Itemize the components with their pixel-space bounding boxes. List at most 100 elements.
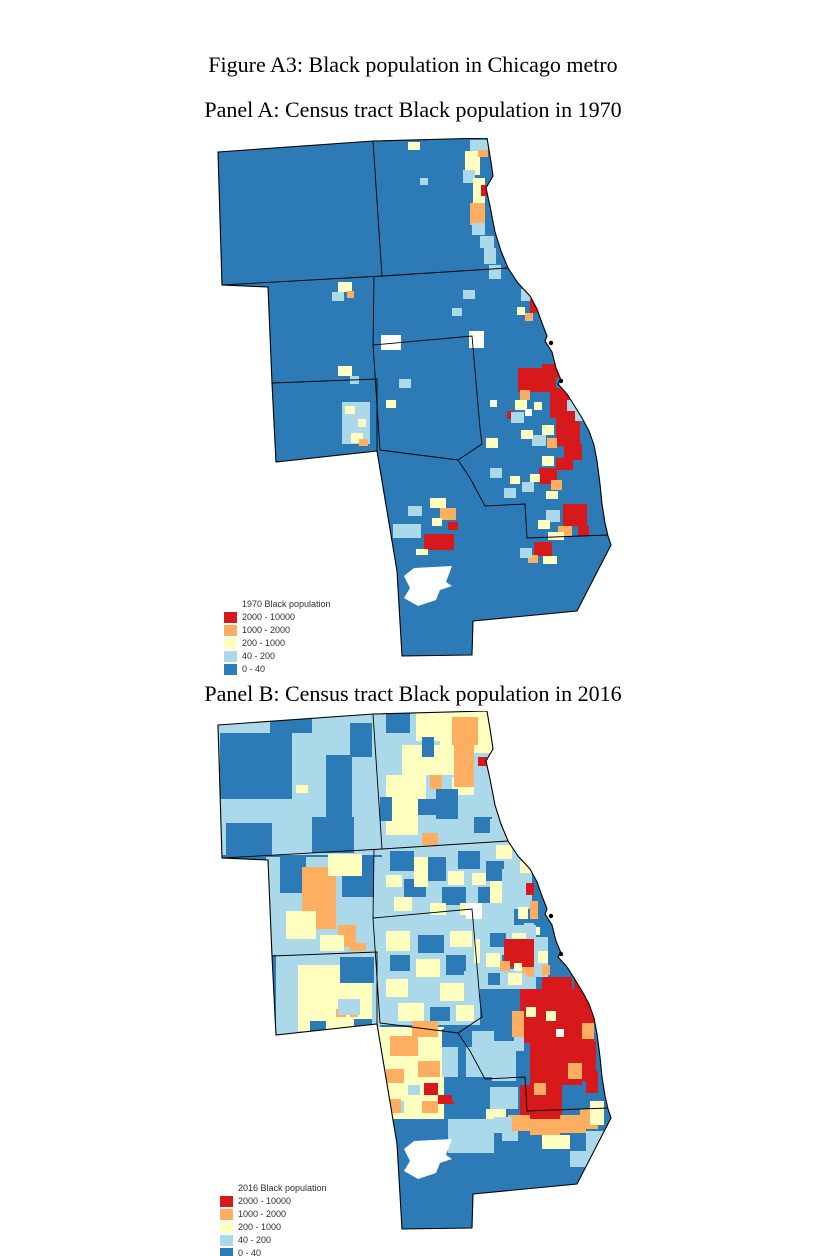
legend-color-swatch	[220, 1209, 233, 1220]
census-tract	[474, 817, 492, 833]
census-tract	[511, 412, 524, 423]
census-tract	[358, 419, 366, 427]
census-tract	[548, 532, 564, 540]
legend-row: 0 - 40	[224, 663, 331, 676]
census-tract	[408, 1085, 420, 1095]
legend-row: 200 - 1000	[224, 637, 331, 650]
census-tract	[512, 845, 532, 909]
legend-class-label: 200 - 1000	[242, 638, 286, 648]
census-tract	[526, 883, 534, 895]
census-tract	[345, 406, 355, 414]
census-tract	[530, 901, 538, 919]
census-tract	[538, 951, 548, 963]
census-tract	[488, 973, 500, 985]
census-tract	[338, 999, 360, 1015]
legend-class-label: 2000 - 10000	[238, 1196, 292, 1206]
census-tract	[416, 711, 446, 741]
census-tract	[520, 390, 530, 400]
legend-class-label: 1000 - 2000	[238, 1209, 287, 1219]
tract-layer-1970	[332, 140, 589, 606]
legend-color-swatch	[224, 638, 237, 649]
census-tract	[564, 368, 574, 376]
legend-color-swatch	[224, 651, 237, 662]
census-tract	[358, 901, 378, 927]
census-tract	[494, 1117, 512, 1133]
census-tract	[490, 881, 502, 903]
census-tract	[534, 542, 552, 556]
census-tract	[532, 435, 546, 446]
census-tract	[414, 983, 434, 999]
census-tract	[463, 290, 475, 299]
legend-row: 1000 - 2000	[220, 1208, 327, 1221]
census-tract	[450, 931, 472, 947]
legend-title: 1970 Black population	[242, 599, 331, 609]
census-tract	[351, 433, 363, 443]
legend-color-swatch	[220, 1196, 233, 1207]
census-tract	[414, 857, 428, 887]
census-tract	[474, 939, 484, 963]
census-tract	[515, 400, 527, 410]
census-tract	[278, 893, 298, 909]
census-tract	[280, 857, 306, 893]
census-tract	[517, 307, 525, 315]
census-tract	[520, 861, 532, 873]
census-tract	[490, 1087, 518, 1109]
census-tract	[454, 745, 474, 787]
census-tract	[386, 1069, 404, 1083]
tract-layer-2016	[218, 711, 606, 1179]
census-tract	[393, 524, 421, 538]
census-tract	[556, 418, 580, 446]
census-tract	[547, 438, 557, 448]
census-tract	[590, 1101, 604, 1125]
census-tract	[226, 823, 272, 855]
legend-color-swatch	[224, 664, 237, 675]
legend-row: 0 - 40	[220, 1247, 327, 1256]
census-tract	[558, 526, 572, 536]
census-tract	[521, 430, 533, 439]
census-tract	[358, 809, 380, 847]
census-tract	[486, 861, 504, 881]
census-tract	[381, 335, 401, 350]
figure-title: Figure A3: Black population in Chicago m…	[208, 52, 618, 77]
panel-b-map	[217, 711, 612, 1230]
census-tract	[563, 504, 587, 526]
census-tract	[452, 717, 478, 745]
census-tract	[350, 723, 372, 757]
census-tract	[438, 1095, 454, 1104]
census-tract	[286, 911, 316, 939]
census-tract	[542, 425, 554, 435]
census-tract	[514, 963, 522, 971]
census-tract	[338, 282, 352, 292]
panel-a-title: Panel A: Census tract Black population i…	[204, 97, 622, 122]
legend-rows: 2000 - 10000 1000 - 2000 200 - 1000 40 - 20…	[220, 1195, 327, 1256]
census-tract	[390, 1036, 418, 1056]
legend-row: 200 - 1000	[220, 1221, 327, 1234]
census-tract	[481, 185, 488, 196]
census-tract	[508, 1115, 530, 1131]
census-tract	[543, 556, 557, 564]
census-tract	[582, 1023, 594, 1039]
census-tract	[551, 480, 562, 490]
census-tract	[470, 140, 488, 153]
census-tract	[340, 957, 374, 983]
census-tract	[473, 178, 485, 205]
census-tract	[525, 409, 532, 416]
census-tract	[458, 851, 480, 869]
census-tract	[424, 1083, 438, 1095]
census-tract	[546, 491, 558, 499]
census-tract	[440, 983, 464, 1001]
census-tract	[502, 1131, 518, 1141]
census-tract	[465, 151, 480, 175]
census-tract	[490, 933, 506, 947]
census-tract	[448, 1119, 494, 1153]
census-tract	[430, 903, 446, 915]
census-tract	[442, 887, 466, 905]
census-tract	[546, 510, 560, 522]
legend-title: 2016 Black population	[238, 1183, 327, 1193]
census-tract	[312, 817, 354, 853]
census-tract	[490, 819, 508, 843]
legend-class-label: 40 - 200	[238, 1235, 272, 1245]
census-tract	[424, 534, 454, 550]
census-tract	[466, 903, 482, 919]
census-tract	[394, 897, 412, 911]
